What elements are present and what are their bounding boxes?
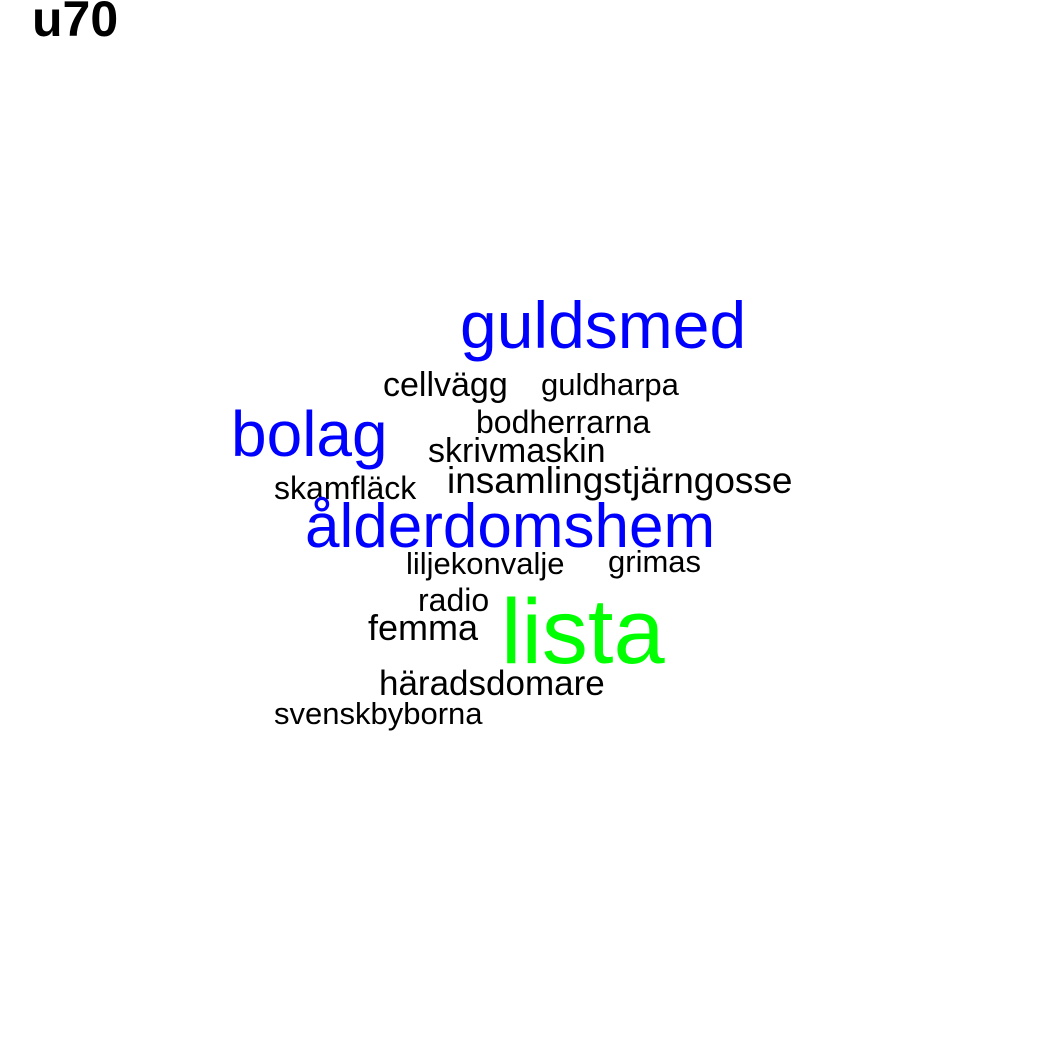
word-haradsdomare: häradsdomare [379,664,605,703]
word-grimas: grimas [608,544,702,579]
page-title: u70 [32,0,119,47]
word-cellvagg: cellvägg [383,366,508,404]
word-femma: femma [368,607,479,648]
word-guldharpa: guldharpa [541,367,679,402]
word-skrivmaskin: skrivmaskin [428,432,606,470]
word-skamflack: skamfläck [274,470,417,506]
word-radio: radio [418,582,490,618]
word-alderdomshem: ålderdomshem [305,492,716,561]
word-svenskbyborna: svenskbyborna [274,696,483,731]
word-guldsmed: guldsmed [460,288,747,362]
word-lista: lista [501,581,665,683]
word-insamlingstjarngosse: insamlingstjärngosse [447,460,793,501]
word-bolag: bolag [231,398,388,470]
word-bodherrarna: bodherrarna [476,404,651,440]
word-liljekonvalje: liljekonvalje [406,546,565,581]
